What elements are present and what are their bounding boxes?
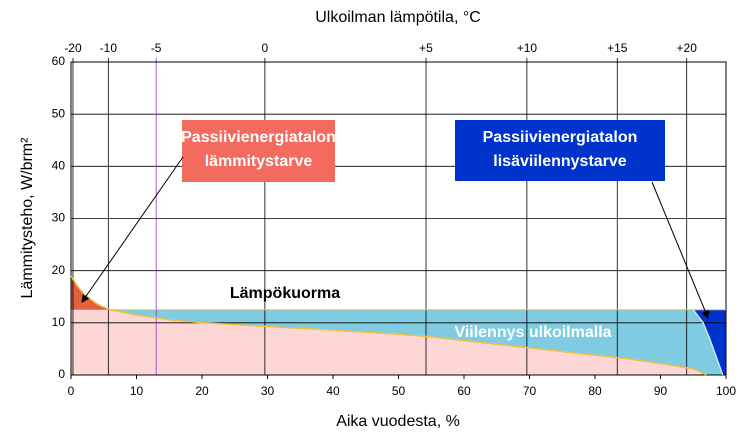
- x2-tick-label: 0: [262, 41, 269, 55]
- cooling-line: [692, 309, 724, 376]
- x2-tick-label: -5: [151, 41, 162, 55]
- x-tick-label: 90: [654, 384, 668, 398]
- y-tick-label: 60: [52, 54, 66, 68]
- x2-tick-label: -20: [64, 41, 82, 55]
- annotation-text: Viilennys ulkoilmalla: [454, 324, 611, 341]
- x2-tick-label: +15: [607, 41, 628, 55]
- x-tick-label: 60: [457, 384, 471, 398]
- demand-line: [70, 275, 707, 376]
- arrow: [81, 156, 184, 303]
- x-axis-title: Aika vuodesta, %: [336, 413, 460, 430]
- x-tick-label: 70: [523, 384, 537, 398]
- x-tick-label: 10: [130, 384, 144, 398]
- y-tick-label: 20: [52, 263, 66, 277]
- x2-tick-label: +20: [677, 41, 698, 55]
- x2-tick-label: -10: [100, 41, 118, 55]
- extra-cooling-area: [693, 309, 726, 375]
- x-tick-label: 0: [68, 384, 75, 398]
- arrow: [651, 181, 710, 319]
- y-tick-label: 50: [52, 106, 66, 120]
- load-label: Lämpökuorma: [230, 285, 340, 302]
- x-tick-label: 30: [261, 384, 275, 398]
- x-tick-label: 40: [326, 384, 340, 398]
- x-tick-label: 20: [195, 384, 209, 398]
- x2-tick-label: +5: [419, 41, 433, 55]
- plot-frame: [70, 61, 727, 376]
- annotation-text: lämmitystarve: [205, 153, 313, 170]
- y-tick-label: 10: [52, 315, 66, 329]
- annotation-box: [455, 120, 665, 181]
- y-tick-label: 30: [52, 211, 66, 225]
- excess-area: [71, 275, 111, 310]
- annotation-text: Passiivienergiatalon: [181, 129, 336, 146]
- annotation-text: lisäviilennystarve: [493, 153, 627, 170]
- y-tick-label: 40: [52, 159, 66, 173]
- annotation-text: Passiivienergiatalon: [483, 129, 638, 146]
- y-axis-title: Lämmitysteho, W/brm²: [19, 137, 36, 299]
- x2-axis-title: Ulkoilman lämpötila, °C: [315, 9, 481, 26]
- y-tick-label: 0: [58, 367, 65, 381]
- x-tick-label: 50: [392, 384, 406, 398]
- x2-tick-label: +10: [517, 41, 538, 55]
- x-tick-label: 100: [716, 384, 736, 398]
- annotation-box: [182, 120, 335, 182]
- x-tick-label: 80: [588, 384, 602, 398]
